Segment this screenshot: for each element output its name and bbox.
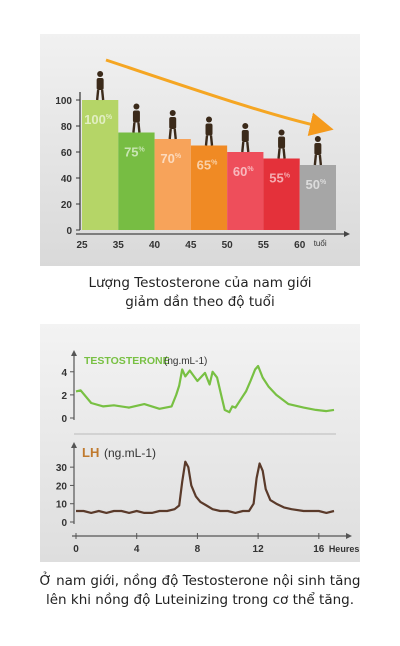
y-tick-label: 0 — [66, 226, 72, 237]
person-leg — [282, 148, 286, 159]
lh-y-tick-label: 20 — [56, 481, 68, 492]
person-leg — [168, 128, 172, 140]
bar-value-percent: % — [284, 173, 291, 180]
person-silhouette-icon — [95, 71, 105, 101]
person-leg — [173, 128, 177, 140]
hormone-caption-line-1: Ở nam giới, nồng độ Testosterone nội sin… — [39, 573, 361, 589]
bar-value-percent: % — [106, 114, 113, 121]
person-body — [169, 117, 177, 129]
x-tick-label: 60 — [294, 240, 306, 251]
hormone-line-chart-panel: 0 2 4 TESTOSTERONE (ng.mL-1) 0 10 20 30 LH (ng.mL-… — [40, 324, 360, 562]
x-axis-arrow-icon — [344, 231, 350, 237]
testosterone-y-axis-arrow-icon — [71, 350, 77, 356]
bar — [154, 139, 191, 230]
person-leg — [318, 154, 323, 166]
x-tick-label: 0 — [73, 544, 79, 555]
person-leg — [100, 89, 105, 101]
person-silhouette-icon — [132, 103, 141, 133]
lh-y-tick-label: 0 — [61, 518, 67, 529]
person-body — [278, 136, 286, 149]
decline-trend-arrow — [105, 58, 334, 137]
testosterone-series-line — [75, 364, 335, 414]
x-tick-label: 45 — [185, 240, 197, 251]
age-caption-line-1: Lượng Testosterone của nam giới — [88, 275, 312, 291]
bar — [118, 132, 155, 230]
lh-y-tick-label: 10 — [56, 500, 68, 511]
y-tick-label: 100 — [55, 96, 72, 107]
lh-y-tick-label: 30 — [56, 463, 68, 474]
x-tick-label: 50 — [222, 240, 234, 251]
person-leg — [241, 141, 245, 153]
person-silhouette-icon — [277, 129, 286, 159]
bar-value-percent: % — [320, 179, 327, 186]
person-leg — [132, 122, 136, 133]
person-head — [169, 110, 176, 116]
bar-value-percent: % — [247, 166, 254, 173]
person-leg — [95, 89, 100, 101]
bar — [299, 165, 336, 230]
person-silhouette-icon — [313, 136, 323, 166]
y-tick-label: 40 — [61, 174, 73, 185]
testosterone-y-tick-label: 0 — [61, 414, 67, 425]
x-tick-label: 16 — [313, 544, 325, 555]
age-chart-caption: Lượng Testosterone của nam giới giảm dần… — [20, 274, 380, 312]
person-silhouette-icon — [241, 123, 250, 153]
person-head — [206, 116, 212, 123]
person-silhouette-icon — [168, 110, 177, 140]
bar — [82, 100, 119, 230]
bar-value-percent: % — [211, 160, 218, 167]
x-tick-label: 55 — [258, 240, 270, 251]
bar — [263, 158, 300, 230]
person-leg — [313, 154, 318, 166]
person-leg — [277, 148, 281, 159]
person-body — [241, 130, 249, 142]
bar-value-percent: % — [139, 147, 146, 154]
person-silhouette-icon — [204, 116, 214, 146]
person-leg — [246, 141, 250, 153]
age-caption-line-2: giảm dần theo độ tuổi — [125, 294, 275, 310]
x-tick-label: 25 — [76, 240, 88, 251]
person-head — [314, 136, 321, 142]
person-body — [205, 123, 213, 136]
bar — [227, 152, 264, 230]
person-body — [132, 110, 140, 123]
lh-unit: (ng.mL-1) — [104, 446, 156, 460]
hormone-caption-line-2: lên khi nồng độ Luteinizing trong cơ thể… — [45, 592, 355, 608]
person-head — [97, 71, 104, 77]
y-tick-label: 80 — [61, 122, 73, 133]
person-body — [314, 143, 322, 155]
bar-value-label: 100% — [84, 112, 113, 127]
person-head — [133, 103, 140, 110]
lh-y-axis-arrow-icon — [71, 442, 77, 448]
testosterone-y-tick-label: 2 — [61, 391, 67, 402]
lh-series-line — [76, 460, 335, 514]
testosterone-unit: (ng.mL-1) — [164, 356, 207, 367]
person-head — [278, 129, 285, 136]
x-axis-arrow-icon — [346, 533, 352, 539]
x-tick-label: 35 — [113, 240, 125, 251]
bar-value-percent: % — [175, 153, 182, 160]
x-tick-label: 4 — [134, 544, 140, 555]
person-leg — [204, 135, 209, 146]
lh-title: LH — [82, 445, 99, 460]
x-tick-label: 12 — [253, 544, 265, 555]
bar — [190, 145, 228, 230]
y-tick-label: 20 — [61, 200, 73, 211]
person-leg — [137, 122, 141, 133]
testosterone-title: TESTOSTERONE — [84, 355, 170, 367]
x-tick-label: 8 — [195, 544, 201, 555]
person-leg — [209, 135, 214, 146]
x-unit-label: tuổi — [314, 239, 327, 248]
x-tick-label: 40 — [149, 240, 161, 251]
person-body — [96, 78, 104, 90]
hormone-chart-caption: Ở nam giới, nồng độ Testosterone nội sin… — [20, 572, 380, 610]
y-tick-label: 60 — [61, 148, 73, 159]
testosterone-y-tick-label: 4 — [61, 368, 67, 379]
person-head — [242, 123, 249, 129]
age-bar-chart-panel: 0 20 40 60 80 100 100% 75% 70% 65% 60% 55% 50% 25 35 40… — [40, 34, 360, 266]
x-unit-label: Heures — [329, 544, 360, 554]
